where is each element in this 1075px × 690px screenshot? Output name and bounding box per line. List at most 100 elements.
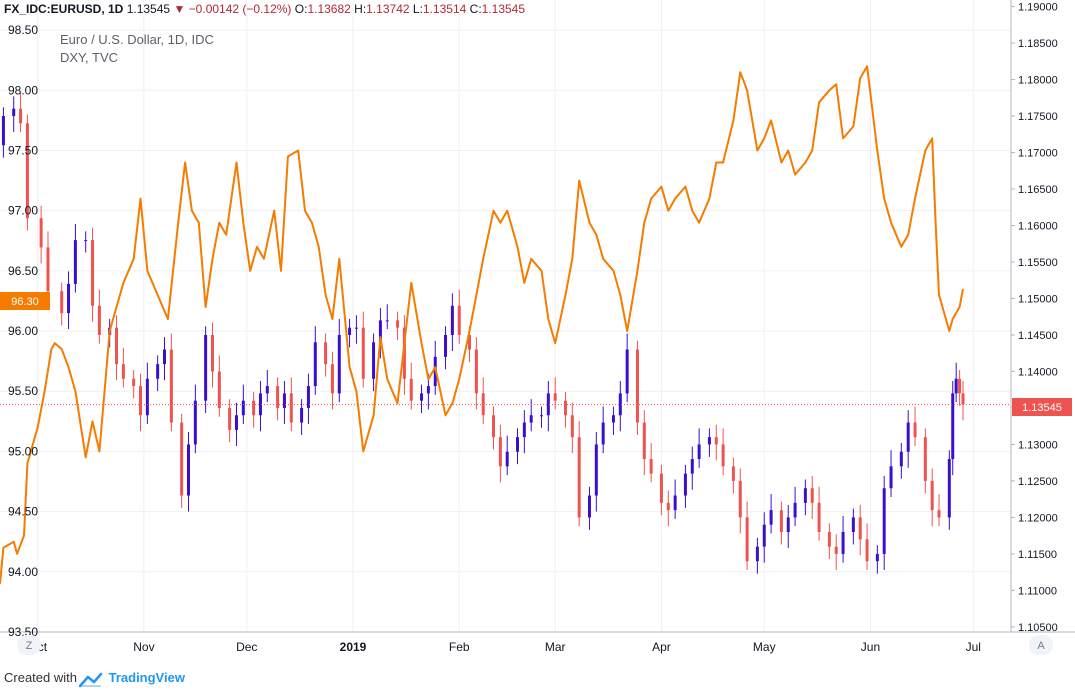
candle-body — [306, 386, 310, 408]
candle-body — [601, 422, 605, 445]
candle-body — [313, 342, 317, 387]
candle-body — [228, 407, 232, 430]
candle-body — [683, 473, 687, 496]
right-axis-ticks: 1.10500 1.11000 1.11500 1.12000 1.12500 1.130… — [1011, 2, 1058, 634]
right-axis-tick-label: 1.15000 — [1018, 293, 1058, 305]
candle-body — [889, 466, 893, 489]
candle-body — [46, 247, 50, 292]
candle-body — [385, 320, 389, 322]
candle-body — [649, 459, 653, 474]
open-label: O: — [294, 2, 308, 16]
right-axis-tick-label: 1.11500 — [1018, 549, 1057, 561]
open-value: 1.13682 — [307, 2, 351, 16]
candle-body — [234, 415, 238, 430]
candle-body — [834, 546, 838, 554]
left-axis-tick-label: 97.00 — [8, 204, 38, 218]
candle-body — [738, 480, 742, 518]
time-axis-tick-label: Jul — [966, 640, 981, 654]
time-axis-tick-label: 2019 — [340, 640, 367, 654]
candle-body — [324, 342, 328, 365]
candle-body — [420, 393, 424, 401]
left-axis-tick-label: 96.00 — [8, 324, 38, 338]
candle-body — [258, 393, 262, 416]
created-with-text: Created with — [4, 670, 77, 685]
candle-body — [361, 327, 365, 379]
log-scale-toggle-label: Z — [26, 640, 33, 652]
left-axis-tick-label: 95.50 — [8, 384, 38, 398]
time-axis-tick-label: Dec — [236, 640, 257, 654]
candle-body — [913, 422, 917, 438]
candle-body — [522, 422, 526, 438]
low-label: L: — [412, 2, 423, 16]
candle-body — [132, 378, 136, 387]
candle-body — [12, 108, 16, 117]
log-scale-toggle-button[interactable]: Z — [17, 635, 41, 655]
right-axis-tick-label: 1.16000 — [1018, 221, 1058, 233]
candle-body — [707, 437, 711, 445]
candle-body — [858, 517, 862, 540]
dxy-series — [0, 65, 964, 584]
candle-body — [841, 532, 845, 554]
symbol-name[interactable]: FX_IDC:EURUSD, 1D — [4, 2, 124, 16]
candle-body — [827, 532, 831, 547]
candle-body — [666, 502, 670, 511]
candle-body — [25, 123, 29, 219]
candle-body — [84, 240, 88, 242]
footer-credit[interactable]: Created with TradingView — [4, 670, 185, 685]
candle-body — [762, 524, 766, 547]
candle-body — [721, 444, 725, 467]
right-axis-tick-label: 1.18000 — [1018, 75, 1058, 87]
candle-body — [204, 334, 208, 401]
candle-body — [115, 327, 119, 365]
candle-body — [156, 364, 160, 379]
candle-body — [1, 116, 5, 146]
auto-scale-toggle-button[interactable]: A — [1029, 635, 1053, 655]
candle-body — [474, 349, 478, 394]
candle-body — [396, 320, 400, 328]
last-price-label-bg — [1012, 398, 1072, 416]
dxy-line — [0, 65, 964, 584]
candle-body — [865, 539, 869, 562]
candle-body — [252, 400, 256, 416]
right-axis-tick-label: 1.15500 — [1018, 257, 1058, 269]
candle-body — [450, 305, 454, 335]
candle-body — [851, 517, 855, 533]
candle-body — [690, 459, 694, 474]
candle-body — [121, 364, 125, 379]
right-axis-tick-label: 1.17000 — [1018, 148, 1058, 160]
candle-body — [731, 466, 735, 481]
candle-body — [60, 291, 64, 314]
compare-series-legend[interactable]: DXY, TVC — [60, 50, 119, 65]
time-axis-tick-label: Mar — [545, 640, 566, 654]
candle-body — [755, 546, 759, 562]
candle-body — [348, 327, 352, 335]
price-change: −0.00142 (−0.12%) — [188, 2, 292, 16]
candle-body — [498, 437, 502, 467]
candle-body — [793, 502, 797, 518]
candle-body — [951, 393, 955, 460]
candle-body — [73, 240, 77, 284]
candle-body — [457, 305, 461, 335]
tradingview-logo-icon — [78, 672, 103, 688]
candle-body — [810, 488, 814, 503]
candle-body — [923, 437, 927, 481]
candle-body — [745, 517, 749, 562]
candle-body — [563, 400, 567, 416]
candle-body — [786, 517, 790, 533]
candle-body — [659, 473, 663, 503]
last-price-label: 1.13545 — [1022, 402, 1062, 414]
left-axis-tick-label: 96.50 — [8, 264, 38, 278]
candle-body — [217, 371, 221, 408]
candle-body — [337, 334, 341, 394]
candle-body — [779, 510, 783, 533]
right-axis-tick-label: 1.14000 — [1018, 366, 1058, 378]
symbol-header: FX_IDC:EURUSD, 1D 1.13545 ▼ −0.00142 (−0… — [4, 2, 525, 16]
candle-body — [930, 480, 934, 511]
candle-body — [635, 349, 639, 423]
main-series-legend[interactable]: Euro / U.S. Dollar, 1D, IDC — [60, 32, 214, 47]
candle-body — [492, 415, 496, 438]
candle-body — [468, 334, 472, 350]
chart-grid — [0, 0, 1011, 633]
candle-body — [954, 378, 958, 394]
